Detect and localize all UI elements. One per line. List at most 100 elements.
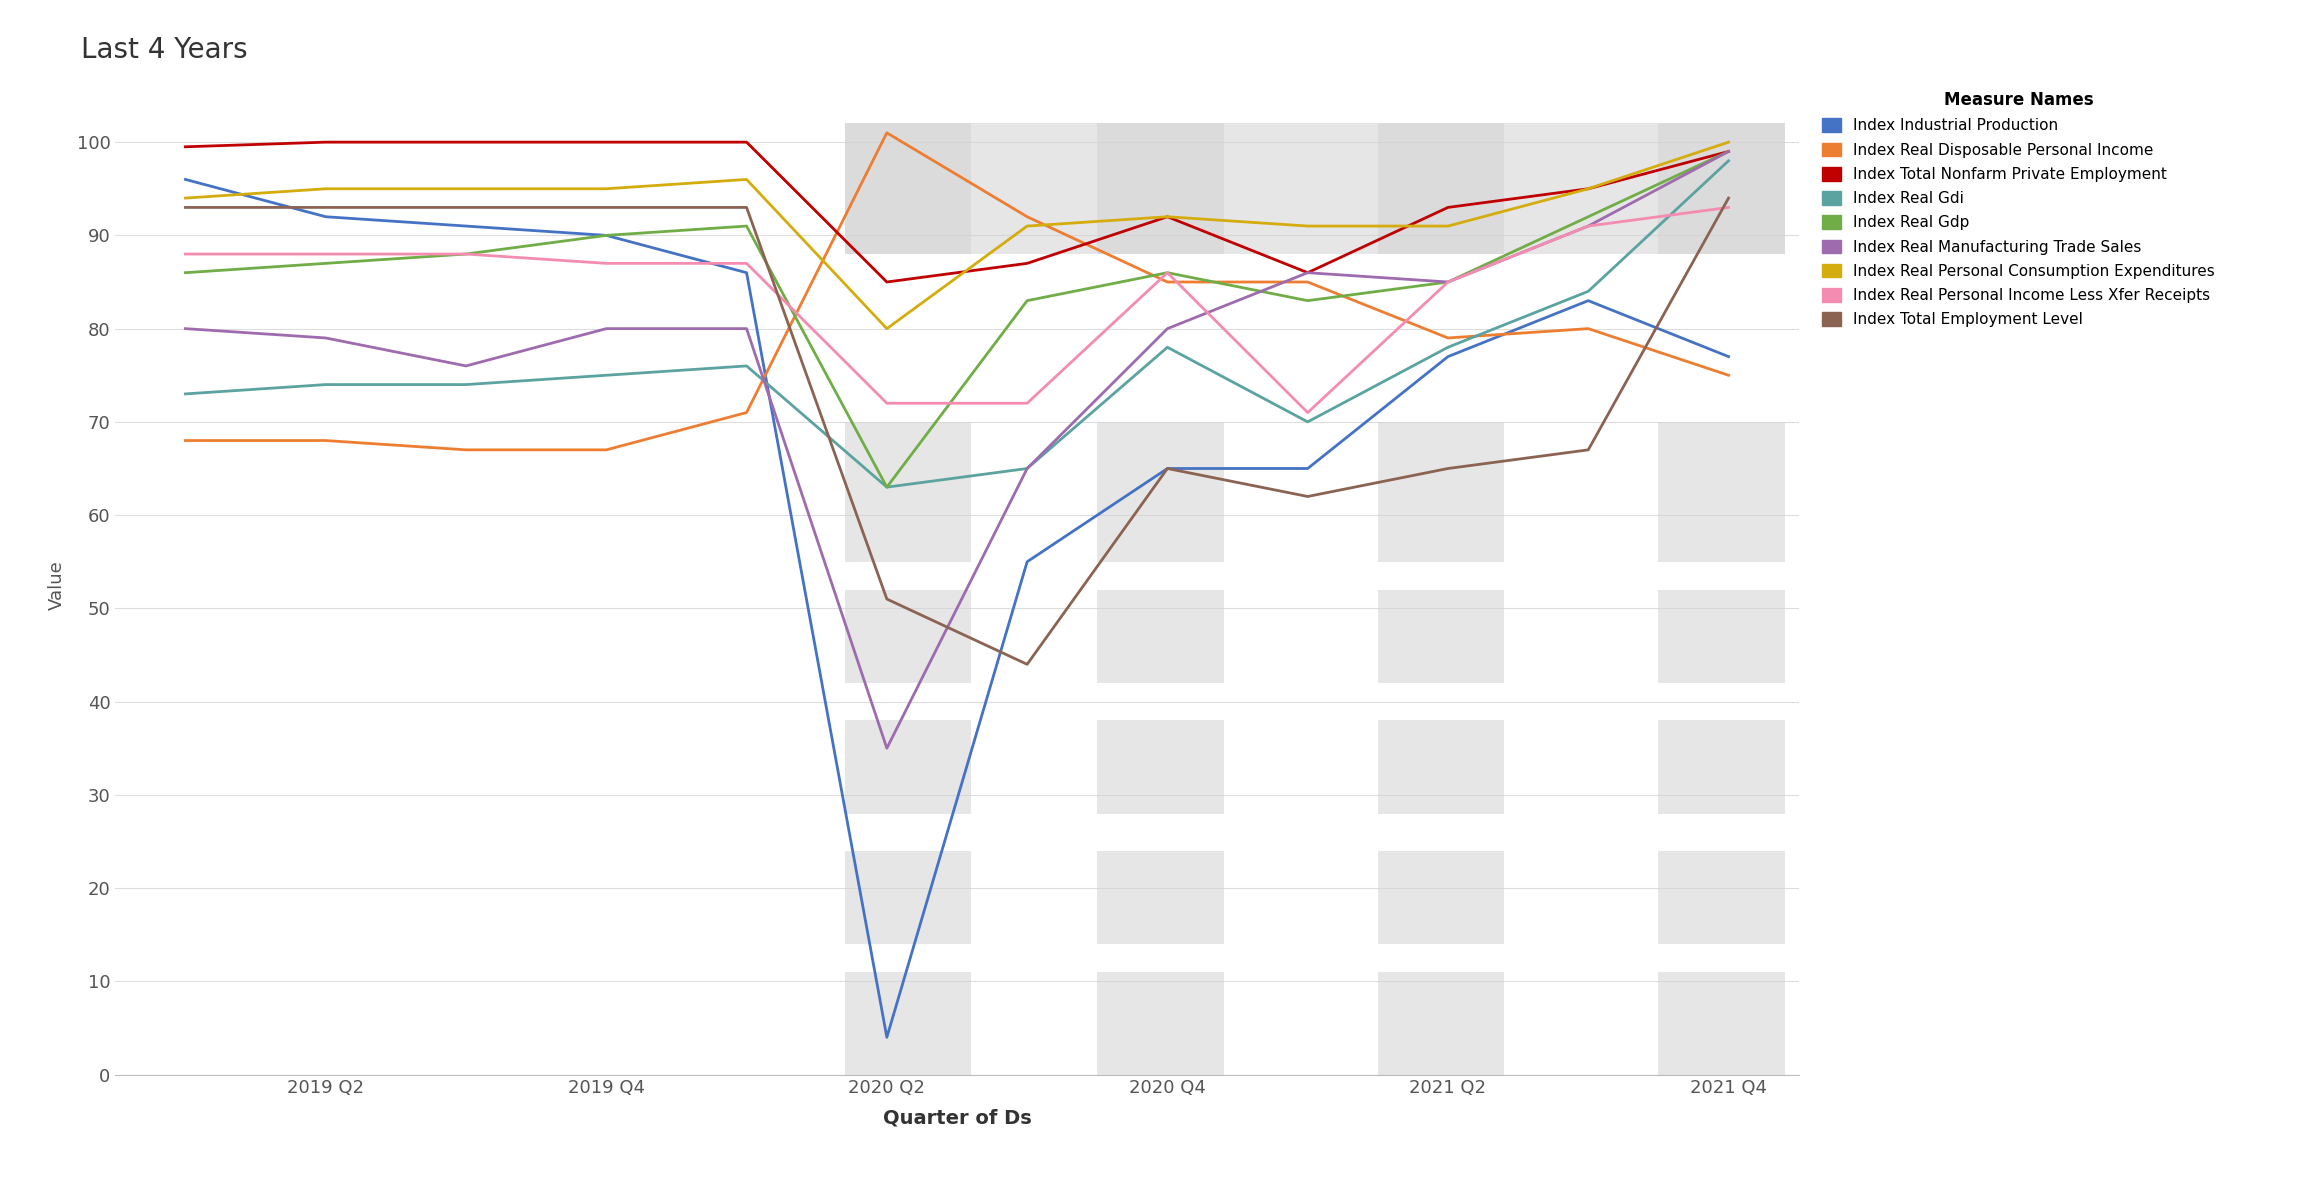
Index Real Gdp	[311, 257, 339, 271]
Index Real Personal Consumption Expenditures	[1716, 135, 1743, 149]
Index Industrial Production	[1153, 461, 1181, 475]
Index Real Personal Income Less Xfer Receipts	[1012, 396, 1040, 411]
Index Real Manufacturing Trade Sales	[1716, 144, 1743, 159]
Bar	[1441, 972, 1504, 1075]
Bar	[844, 123, 909, 254]
Bar	[1098, 851, 1160, 944]
Index Total Nonfarm Private Employment	[1294, 265, 1321, 279]
Index Real Personal Consumption Expenditures	[1294, 219, 1321, 233]
Bar	[909, 421, 971, 561]
Bar	[1658, 590, 1723, 683]
Bar	[1160, 720, 1224, 813]
Index Real Disposable Personal Income	[874, 125, 902, 140]
Index Real Personal Income Less Xfer Receipts	[733, 257, 761, 271]
Index Real Manufacturing Trade Sales	[874, 741, 902, 756]
Index Real Personal Income Less Xfer Receipts	[311, 247, 339, 261]
Bar	[1723, 851, 1785, 944]
Index Total Employment Level	[1153, 461, 1181, 475]
Index Real Gdp	[733, 219, 761, 233]
Index Total Employment Level	[593, 201, 620, 215]
Index Real Disposable Personal Income	[593, 443, 620, 457]
Index Real Disposable Personal Income	[1716, 368, 1743, 382]
Line: Index Real Gdp: Index Real Gdp	[184, 152, 1730, 487]
Bar	[1160, 123, 1224, 254]
Index Total Nonfarm Private Employment	[1012, 257, 1040, 271]
Index Total Employment Level	[733, 201, 761, 215]
Index Industrial Production	[1716, 350, 1743, 364]
Bar	[1723, 421, 1785, 561]
Index Real Gdp	[593, 228, 620, 242]
Bar	[1379, 590, 1441, 683]
Line: Index Real Manufacturing Trade Sales: Index Real Manufacturing Trade Sales	[184, 152, 1730, 749]
Index Real Personal Income Less Xfer Receipts	[874, 396, 902, 411]
Line: Index Industrial Production: Index Industrial Production	[184, 179, 1730, 1038]
Index Total Nonfarm Private Employment	[171, 140, 198, 154]
Bar	[1098, 720, 1160, 813]
Index Total Employment Level	[1294, 490, 1321, 504]
Index Total Employment Level	[171, 201, 198, 215]
Index Real Gdi	[1153, 340, 1181, 355]
Index Real Disposable Personal Income	[1153, 275, 1181, 289]
Index Real Gdi	[1575, 284, 1603, 298]
Bar	[1379, 123, 1441, 254]
Bar	[1658, 123, 1723, 254]
Index Real Gdi	[1716, 154, 1743, 168]
Bar	[1441, 851, 1504, 944]
Index Total Employment Level	[1012, 657, 1040, 671]
Index Real Gdi	[171, 387, 198, 401]
Index Total Employment Level	[1575, 443, 1603, 457]
Bar	[1441, 590, 1504, 683]
Index Real Gdp	[1434, 275, 1462, 289]
Index Real Personal Income Less Xfer Receipts	[1294, 406, 1321, 420]
Index Total Nonfarm Private Employment	[1575, 181, 1603, 196]
Index Real Gdi	[1434, 340, 1462, 355]
Index Industrial Production	[1294, 461, 1321, 475]
Index Real Personal Income Less Xfer Receipts	[1716, 201, 1743, 215]
Bar	[1658, 720, 1723, 813]
Bar	[1098, 421, 1160, 561]
Index Real Gdi	[874, 480, 902, 494]
Index Real Personal Consumption Expenditures	[733, 172, 761, 186]
Index Total Employment Level	[874, 592, 902, 607]
Index Total Nonfarm Private Employment	[452, 135, 480, 149]
Bar	[1379, 851, 1441, 944]
Index Real Gdi	[311, 377, 339, 392]
Index Total Nonfarm Private Employment	[1153, 210, 1181, 224]
Bar	[1379, 972, 1441, 1075]
Index Real Manufacturing Trade Sales	[593, 321, 620, 336]
Index Real Personal Consumption Expenditures	[1575, 181, 1603, 196]
Index Industrial Production	[1434, 350, 1462, 364]
Bar	[1160, 590, 1224, 683]
Index Real Gdp	[452, 247, 480, 261]
Bar	[1723, 590, 1785, 683]
Index Real Gdp	[1294, 294, 1321, 308]
Legend: Index Industrial Production, Index Real Disposable Personal Income, Index Total : Index Industrial Production, Index Real …	[1815, 84, 2223, 336]
Bar	[909, 590, 971, 683]
Line: Index Total Nonfarm Private Employment: Index Total Nonfarm Private Employment	[184, 142, 1730, 282]
Y-axis label: Value: Value	[48, 560, 65, 610]
Bar	[1658, 421, 1723, 561]
Index Real Personal Income Less Xfer Receipts	[1575, 219, 1603, 233]
Bar	[1723, 720, 1785, 813]
X-axis label: Quarter of Ds: Quarter of Ds	[883, 1108, 1031, 1127]
Index Total Nonfarm Private Employment	[593, 135, 620, 149]
Bar	[1160, 851, 1224, 944]
Bar	[844, 123, 1785, 254]
Line: Index Real Gdi: Index Real Gdi	[184, 161, 1730, 487]
Bar	[1098, 123, 1160, 254]
Index Industrial Production	[1575, 294, 1603, 308]
Index Real Manufacturing Trade Sales	[1434, 275, 1462, 289]
Index Industrial Production	[733, 265, 761, 279]
Line: Index Real Personal Consumption Expenditures: Index Real Personal Consumption Expendit…	[184, 142, 1730, 328]
Index Real Gdi	[1294, 414, 1321, 429]
Bar	[1441, 720, 1504, 813]
Index Real Personal Income Less Xfer Receipts	[1153, 265, 1181, 279]
Index Real Personal Income Less Xfer Receipts	[171, 247, 198, 261]
Index Real Manufacturing Trade Sales	[1153, 321, 1181, 336]
Index Industrial Production	[452, 219, 480, 233]
Index Real Disposable Personal Income	[1434, 331, 1462, 345]
Line: Index Real Personal Income Less Xfer Receipts: Index Real Personal Income Less Xfer Rec…	[184, 208, 1730, 413]
Bar	[844, 421, 909, 561]
Index Real Personal Income Less Xfer Receipts	[593, 257, 620, 271]
Index Total Nonfarm Private Employment	[311, 135, 339, 149]
